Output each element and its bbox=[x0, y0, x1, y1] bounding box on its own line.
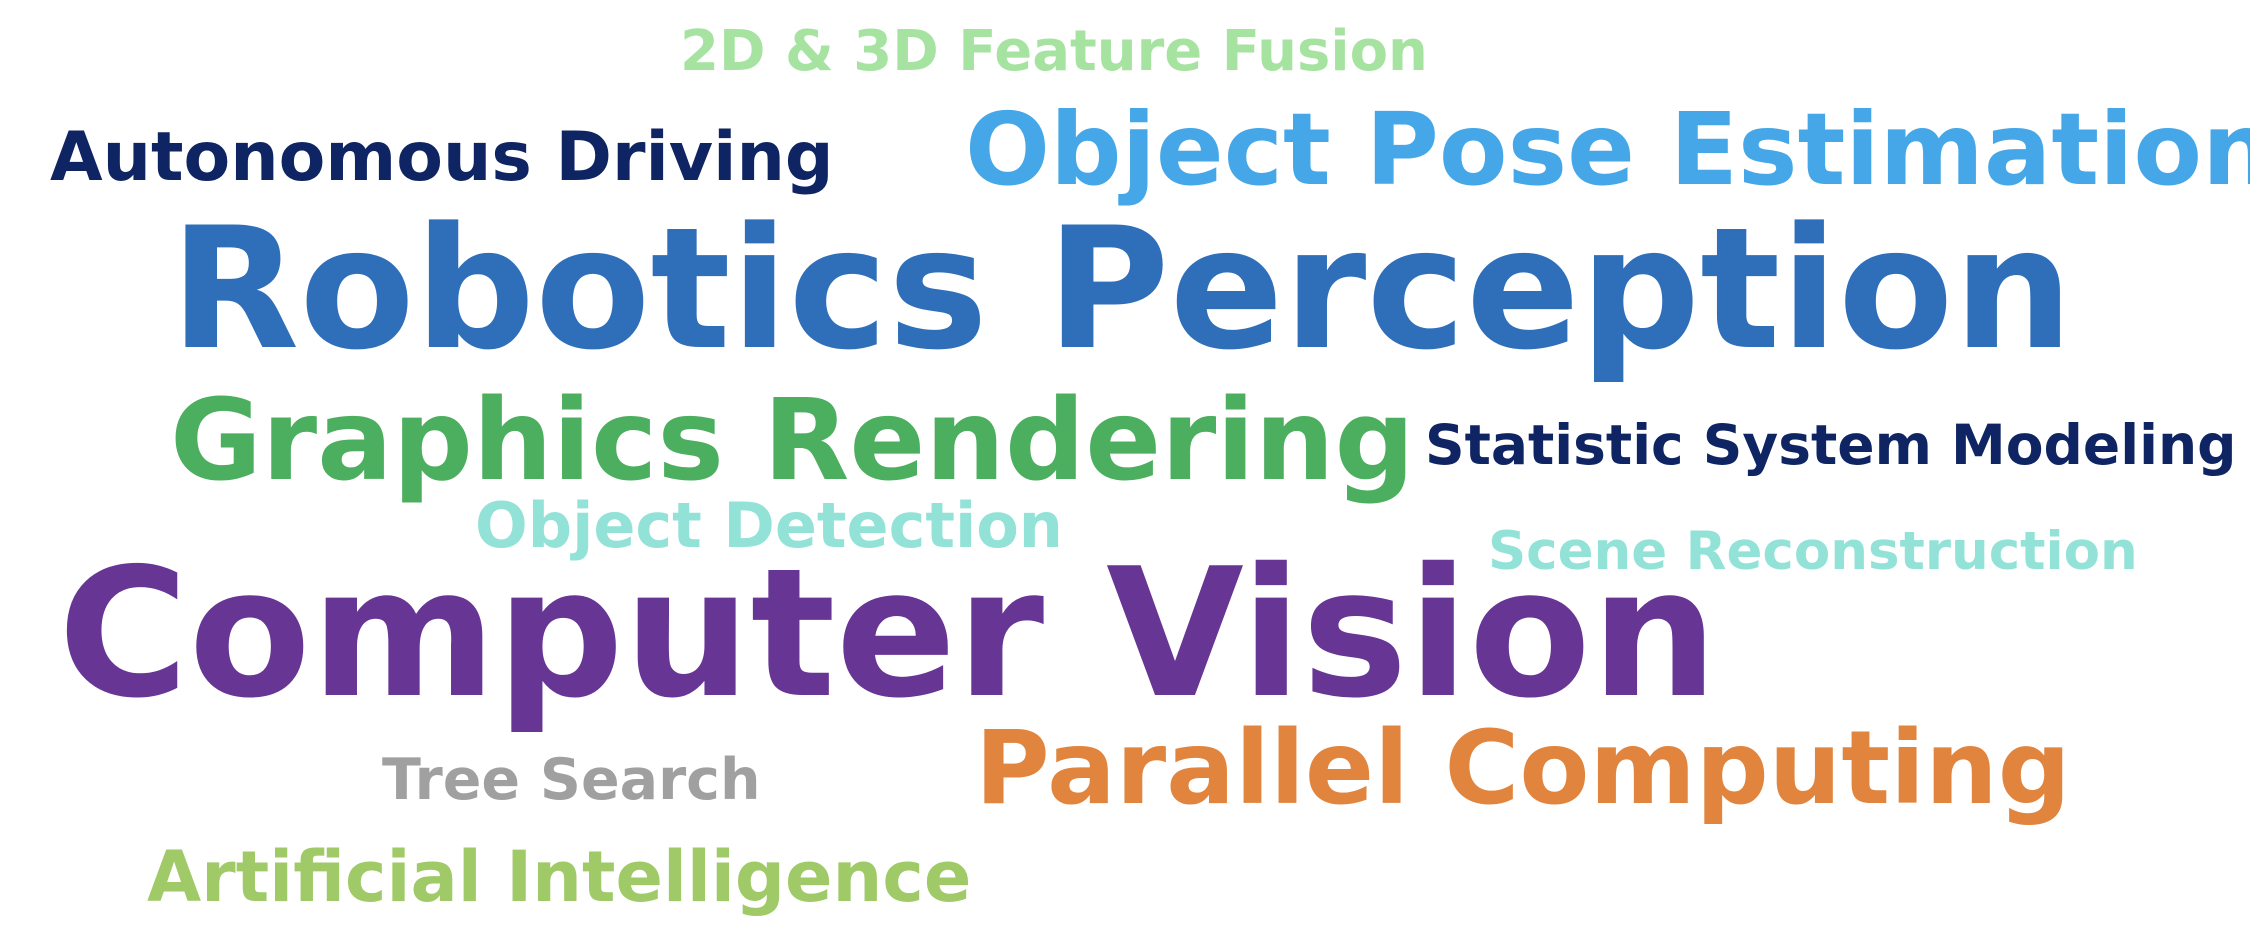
word-statistic-system-modeling: Statistic System Modeling bbox=[1425, 413, 2237, 477]
word-graphics-rendering: Graphics Rendering bbox=[170, 376, 1415, 506]
word-robotics-perception: Robotics Perception bbox=[170, 191, 2074, 387]
word-artificial-intelligence: Artificial Intelligence bbox=[147, 836, 972, 918]
word-autonomous-driving: Autonomous Driving bbox=[50, 118, 834, 197]
word-computer-vision: Computer Vision bbox=[58, 530, 1718, 737]
word-feature-fusion: 2D & 3D Feature Fusion bbox=[680, 19, 1428, 84]
word-object-detection: Object Detection bbox=[475, 489, 1063, 562]
word-object-pose-estimation: Object Pose Estimation bbox=[965, 91, 2250, 208]
word-tree-search: Tree Search bbox=[382, 747, 761, 813]
word-scene-reconstruction: Scene Reconstruction bbox=[1488, 521, 2138, 582]
word-parallel-computing: Parallel Computing bbox=[975, 709, 2071, 828]
